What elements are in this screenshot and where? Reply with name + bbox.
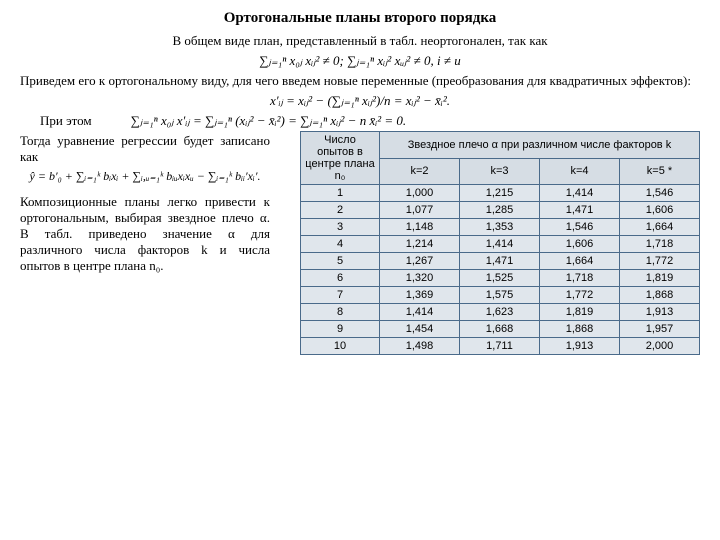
table-row: 21,0771,2851,4711,606 xyxy=(301,202,700,219)
para-2: Приведем его к ортогональному виду, для … xyxy=(20,73,700,89)
page-title: Ортогональные планы второго порядка xyxy=(20,10,700,27)
table-row: 11,0001,2151,4141,546 xyxy=(301,185,700,202)
table-row: 41,2141,4141,6061,718 xyxy=(301,236,700,253)
table-header-top: Звездное плечо α при различном числе фак… xyxy=(380,132,700,159)
formula-1: ∑ⱼ₌₁ⁿ x₀ⱼ xᵢⱼ² ≠ 0; ∑ⱼ₌₁ⁿ xᵢⱼ² xᵤⱼ² ≠ 0,… xyxy=(20,53,700,69)
para-4: Тогда уравнение регрессии будет записано… xyxy=(20,133,270,165)
table-row: 51,2671,4711,6641,772 xyxy=(301,253,700,270)
table-header-left: Число опытов в центре плана n₀ xyxy=(301,132,380,185)
alpha-table: Число опытов в центре плана n₀ Звездное … xyxy=(300,131,700,355)
table-row: 71,3691,5751,7721,868 xyxy=(301,287,700,304)
para-3: При этом ∑ⱼ₌₁ⁿ x₀ⱼ x′ᵢⱼ = ∑ⱼ₌₁ⁿ (xᵢⱼ² − … xyxy=(20,113,700,129)
table-row: 81,4141,6231,8191,913 xyxy=(301,304,700,321)
formula-2: x′ᵢⱼ = xᵢⱼ² − (∑ⱼ₌₁ⁿ xᵢⱼ²)/n = xᵢⱼ² − x̄… xyxy=(20,93,700,109)
table-row: 61,3201,5251,7181,819 xyxy=(301,270,700,287)
table-row: 91,4541,6681,8681,957 xyxy=(301,321,700,338)
para-5: Композиционные планы легко привести к ор… xyxy=(20,194,270,274)
formula-4: ŷ = b′₀ + ∑ᵢ₌₁ᵏ bᵢxᵢ + ∑ᵢ,ᵤ₌₁ᵏ bᵢᵤxᵢxᵤ −… xyxy=(20,169,270,184)
table-row: 31,1481,3531,5461,664 xyxy=(301,219,700,236)
table-row: 101,4981,7111,9132,000 xyxy=(301,338,700,355)
formula-3: ∑ⱼ₌₁ⁿ x₀ⱼ x′ᵢⱼ = ∑ⱼ₌₁ⁿ (xᵢⱼ² − x̄ᵢ²) = ∑… xyxy=(131,113,407,128)
intro-text: В общем виде план, представленный в табл… xyxy=(20,33,700,49)
